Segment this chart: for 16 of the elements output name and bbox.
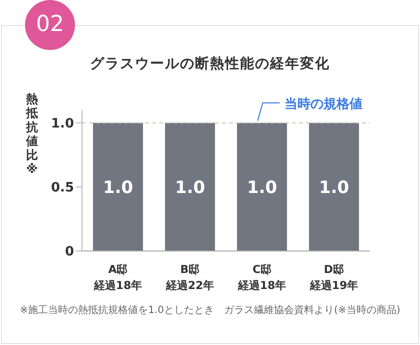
data-label: 1.0 bbox=[174, 178, 206, 198]
x-tick-label: C邸経過18年 bbox=[236, 263, 286, 292]
text: 02 bbox=[25, 0, 75, 50]
x-tick-label: B邸経過22年 bbox=[164, 263, 214, 292]
text: ※施工当時の熱抵抗規格値を1.0としたとき ガラス繊維協会資料より(※当時の商品) bbox=[18, 304, 402, 317]
x-tick-label: D邸経過19年 bbox=[308, 263, 358, 292]
data-label: 1.0 bbox=[102, 178, 134, 198]
y-axis-title: 熱抵抗値比※ bbox=[25, 92, 39, 176]
chart-title: グラスウールの断熱性能の経年変化 bbox=[89, 55, 331, 73]
y-tick-label: 0.5 bbox=[50, 180, 74, 196]
data-label: 1.0 bbox=[246, 178, 278, 198]
ref-line-label: 当時の規格値 bbox=[284, 96, 363, 112]
y-tick-label: 1.0 bbox=[50, 116, 74, 132]
y-tick-label: 0 bbox=[64, 244, 74, 260]
x-tick-label: A邸経過18年 bbox=[92, 263, 142, 292]
data-label: 1.0 bbox=[318, 178, 350, 198]
